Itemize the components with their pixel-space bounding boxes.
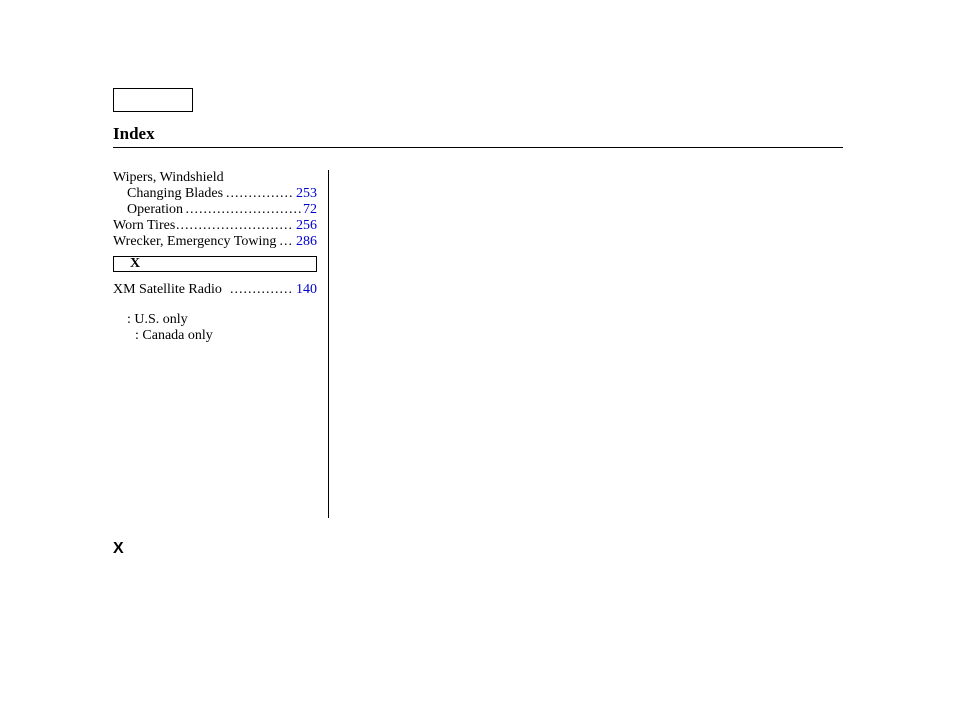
column-divider [328, 170, 329, 518]
entry-label: Changing Blades [127, 186, 225, 201]
section-letter: X [130, 256, 140, 272]
page-title: Index [113, 124, 155, 144]
entry-label: Operation [127, 202, 185, 217]
entry-label: Wipers, Windshield [113, 170, 224, 185]
index-column: Wipers, Windshield .....................… [113, 170, 317, 344]
entry-label: XM Satellite Radio [113, 282, 231, 297]
page-number-roman: X [113, 540, 124, 558]
page-link-72[interactable]: 72 [301, 202, 317, 218]
entry-label: Wrecker, Emergency Towing [113, 234, 278, 249]
section-letter-box: X [113, 256, 317, 272]
page-link-140[interactable]: 140 [294, 282, 317, 298]
entry-changing-blades: ........................................… [113, 186, 317, 202]
entry-wipers-heading: Wipers, Windshield [113, 170, 317, 186]
title-rule [113, 147, 843, 148]
page-link-253[interactable]: 253 [294, 186, 317, 202]
page-link-256[interactable]: 256 [294, 218, 317, 234]
header-empty-box [113, 88, 193, 112]
footnote-us: : U.S. only [113, 312, 317, 328]
footnotes: : U.S. only : Canada only [113, 312, 317, 344]
entry-wrecker: ........................................… [113, 234, 317, 250]
entry-label: Worn Tires [113, 218, 177, 233]
page-link-286[interactable]: 286 [294, 234, 317, 250]
entry-operation: ........................................… [113, 202, 317, 218]
entry-xm-radio: ........................................… [113, 282, 317, 298]
entry-worn-tires: ........................................… [113, 218, 317, 234]
footnote-canada: : Canada only [113, 328, 317, 344]
page: Index Wipers, Windshield ...............… [0, 0, 954, 710]
